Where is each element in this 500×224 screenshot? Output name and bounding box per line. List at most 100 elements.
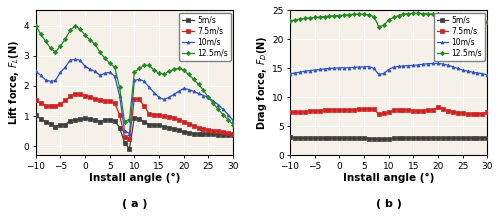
5m/s	[215, 134, 221, 136]
7.5m/s	[332, 109, 338, 111]
12.5m/s	[126, 118, 132, 121]
7.5m/s	[470, 112, 476, 115]
7.5m/s	[326, 109, 332, 111]
7.5m/s	[156, 114, 162, 117]
5m/s	[396, 137, 402, 139]
12.5m/s	[52, 51, 59, 54]
12.5m/s	[450, 16, 456, 18]
7.5m/s	[366, 107, 372, 110]
7.5m/s	[322, 109, 328, 112]
5m/s	[146, 123, 152, 126]
10m/s	[380, 72, 386, 75]
7.5m/s	[390, 109, 396, 112]
10m/s	[136, 78, 142, 81]
12.5m/s	[112, 66, 117, 69]
7.5m/s	[136, 98, 142, 101]
5m/s	[102, 118, 108, 121]
10m/s	[322, 67, 328, 70]
5m/s	[425, 136, 431, 139]
7.5m/s	[312, 110, 318, 112]
5m/s	[87, 118, 93, 121]
7.5m/s	[435, 106, 441, 108]
7.5m/s	[336, 109, 342, 112]
5m/s	[171, 127, 177, 130]
10m/s	[454, 67, 460, 70]
10m/s	[356, 66, 362, 69]
5m/s	[484, 136, 490, 139]
12.5m/s	[151, 69, 157, 71]
10m/s	[474, 71, 480, 74]
7.5m/s	[180, 120, 186, 123]
12.5m/s	[484, 20, 490, 23]
10m/s	[361, 65, 367, 68]
7.5m/s	[425, 109, 431, 111]
10m/s	[306, 69, 312, 72]
5m/s	[420, 136, 426, 139]
10m/s	[406, 64, 411, 67]
10m/s	[38, 74, 44, 77]
5m/s	[332, 137, 338, 139]
12.5m/s	[48, 47, 54, 50]
10m/s	[297, 71, 303, 73]
5m/s	[225, 134, 231, 136]
10m/s	[156, 96, 162, 99]
10m/s	[430, 62, 436, 65]
10m/s	[68, 59, 73, 62]
5m/s	[136, 118, 142, 121]
7.5m/s	[200, 127, 206, 130]
10m/s	[151, 91, 157, 94]
Text: ( a ): ( a )	[122, 199, 147, 209]
7.5m/s	[102, 100, 108, 102]
10m/s	[396, 65, 402, 68]
10m/s	[102, 72, 108, 75]
Line: 12.5m/s: 12.5m/s	[34, 24, 234, 126]
10m/s	[460, 69, 466, 71]
5m/s	[210, 133, 216, 136]
5m/s	[435, 136, 441, 139]
5m/s	[371, 138, 377, 140]
10m/s	[77, 59, 83, 62]
10m/s	[351, 66, 357, 69]
12.5m/s	[180, 69, 186, 71]
10m/s	[425, 62, 431, 65]
12.5m/s	[136, 67, 142, 70]
12.5m/s	[32, 24, 38, 27]
5m/s	[400, 136, 406, 139]
12.5m/s	[356, 13, 362, 15]
12.5m/s	[332, 14, 338, 17]
5m/s	[161, 125, 167, 128]
5m/s	[445, 136, 451, 139]
7.5m/s	[166, 115, 172, 118]
10m/s	[386, 68, 392, 71]
10m/s	[116, 94, 122, 97]
5m/s	[200, 133, 206, 136]
12.5m/s	[380, 24, 386, 27]
12.5m/s	[287, 19, 293, 22]
7.5m/s	[351, 108, 357, 111]
12.5m/s	[470, 20, 476, 23]
5m/s	[474, 136, 480, 139]
12.5m/s	[480, 21, 486, 24]
10m/s	[470, 71, 476, 73]
5m/s	[116, 126, 122, 129]
5m/s	[77, 118, 83, 121]
12.5m/s	[420, 12, 426, 15]
5m/s	[176, 129, 182, 132]
5m/s	[302, 137, 308, 139]
5m/s	[336, 137, 342, 139]
5m/s	[287, 136, 293, 138]
10m/s	[336, 67, 342, 69]
7.5m/s	[206, 128, 212, 131]
5m/s	[122, 141, 128, 144]
5m/s	[361, 137, 367, 140]
10m/s	[48, 80, 54, 83]
10m/s	[58, 71, 64, 74]
7.5m/s	[400, 108, 406, 111]
10m/s	[180, 87, 186, 90]
7.5m/s	[415, 110, 421, 112]
5m/s	[156, 124, 162, 127]
5m/s	[186, 131, 192, 134]
12.5m/s	[312, 16, 318, 19]
12.5m/s	[161, 73, 167, 76]
Line: 7.5m/s: 7.5m/s	[288, 106, 489, 116]
